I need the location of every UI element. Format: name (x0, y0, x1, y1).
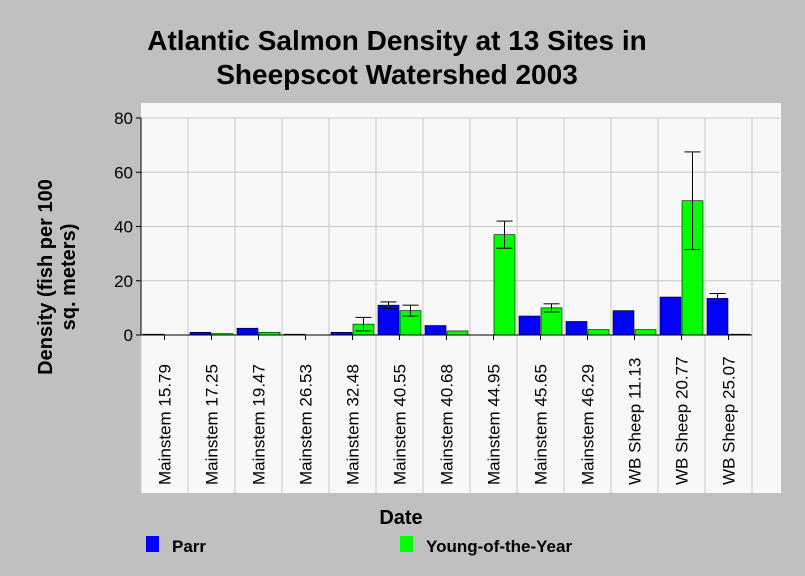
x-tick-label: Mainstem 46.29 (579, 364, 598, 485)
x-tick-labels: Mainstem 15.79 Mainstem 17.25 Mainstem 19.… (156, 335, 739, 485)
x-tick-label: Mainstem 26.53 (297, 364, 316, 485)
bar-parr (518, 315, 541, 336)
x-tick-label: Mainstem 44.95 (485, 364, 504, 485)
x-axis-title: Date (379, 507, 422, 529)
x-tick-label: WB Sheep 25.07 (720, 356, 739, 485)
legend-label-parr: Parr (172, 537, 206, 556)
bar-parr (612, 310, 635, 336)
bar-young-of-the-year (587, 329, 610, 336)
chart-title-line-2: Sheepscot Watershed 2003 (216, 59, 578, 90)
x-tick-label: Mainstem 15.79 (156, 364, 175, 485)
bars (142, 200, 751, 336)
bar-parr (377, 304, 400, 336)
bar-young-of-the-year (493, 234, 516, 336)
legend: Parr Young-of-the-Year (146, 536, 572, 556)
x-tick-label: Mainstem 32.48 (344, 364, 363, 485)
bar-parr (706, 298, 729, 336)
x-tick-label: WB Sheep 11.13 (626, 358, 645, 485)
chart-title-line-1: Atlantic Salmon Density at 13 Sites in (147, 25, 646, 56)
y-tick-label: 80 (114, 109, 133, 128)
error-bars (355, 151, 726, 332)
legend-swatch-young-of-the-year (400, 536, 413, 552)
bar-young-of-the-year (634, 329, 657, 336)
legend-label-young-of-the-year: Young-of-the-Year (426, 537, 572, 556)
x-tick-label: Mainstem 19.47 (250, 364, 269, 485)
y-tick-label: 40 (114, 218, 133, 237)
y-tick-label: 20 (114, 272, 133, 291)
y-tick-label: 0 (124, 326, 133, 345)
y-tick-label: 60 (114, 163, 133, 182)
y-axis-title-line-1: Density (fish per 100 (35, 179, 57, 375)
y-axis-title-line-2: sq. meters) (58, 224, 80, 331)
bar-parr (424, 325, 447, 336)
y-ticks: 0 20 40 60 80 (114, 109, 141, 345)
bar-parr (659, 296, 682, 336)
x-tick-label: Mainstem 17.25 (203, 364, 222, 485)
x-tick-label: Mainstem 40.55 (391, 364, 410, 485)
x-tick-label: Mainstem 45.65 (532, 364, 551, 485)
bar-parr (565, 321, 588, 336)
legend-swatch-parr (146, 536, 159, 552)
x-tick-label: WB Sheep 20.77 (673, 356, 692, 485)
bar-young-of-the-year (446, 330, 469, 336)
gridlines (140, 117, 780, 493)
bar-parr (236, 327, 259, 336)
x-tick-label: Mainstem 40.68 (438, 364, 457, 485)
